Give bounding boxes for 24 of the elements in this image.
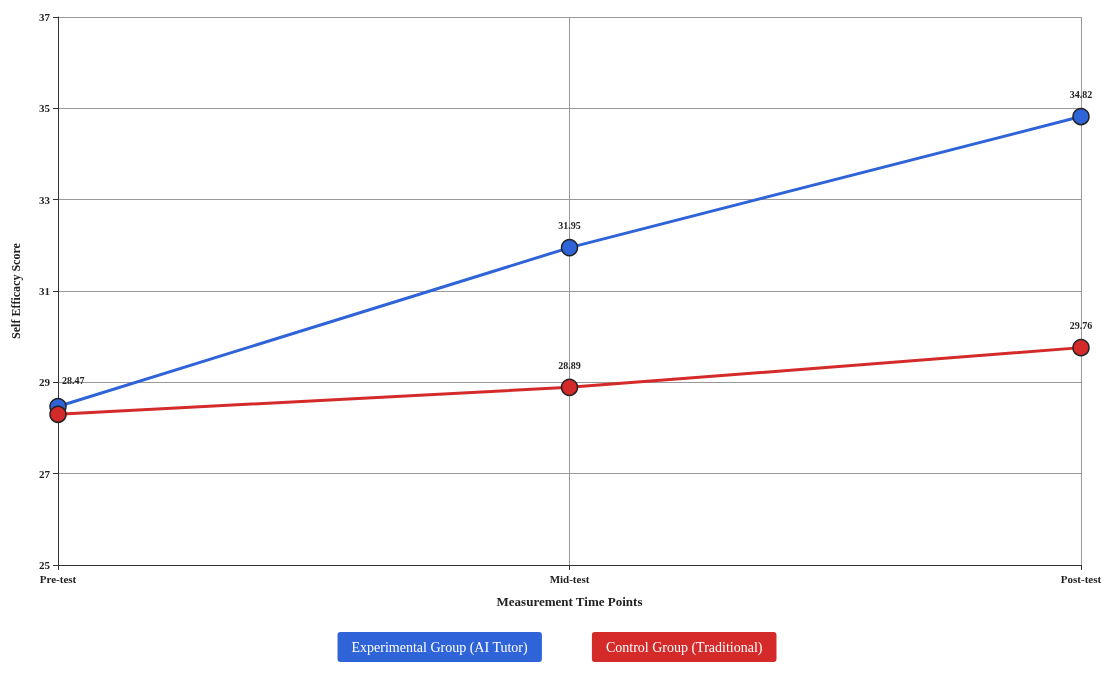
point: [560, 378, 579, 397]
text: Control Group (Traditional): [605, 639, 763, 656]
point: [560, 238, 579, 257]
y-tick-label: 33: [39, 193, 51, 206]
data-label: 28.89: [558, 360, 581, 372]
y-tick-label: 27: [39, 467, 51, 480]
text: Experimental Group (AI Tutor): [351, 639, 528, 656]
y-axis-title: Self Efficacy Score: [9, 242, 23, 339]
x-axis-title: Measurement Time Points: [496, 594, 643, 609]
data-label: 29.76: [1069, 320, 1093, 332]
point: [49, 405, 67, 424]
y-tick-label: 37: [39, 11, 51, 23]
y-tick-label: 31: [39, 285, 50, 297]
y-tick-label: 25: [39, 559, 51, 571]
data-label: 28.47: [62, 375, 85, 387]
data-label: 34.82: [1069, 89, 1093, 101]
y-tick-label: 35: [39, 102, 51, 115]
x-tick-label: Pre-test: [39, 572, 77, 585]
x-tick-label: Mid-test: [549, 572, 590, 585]
data-label: 31.95: [558, 220, 581, 232]
y-tick-label: 29: [39, 376, 51, 389]
point: [1072, 338, 1090, 357]
point: [1072, 107, 1090, 126]
x-tick-label: Post-test: [1060, 572, 1102, 585]
